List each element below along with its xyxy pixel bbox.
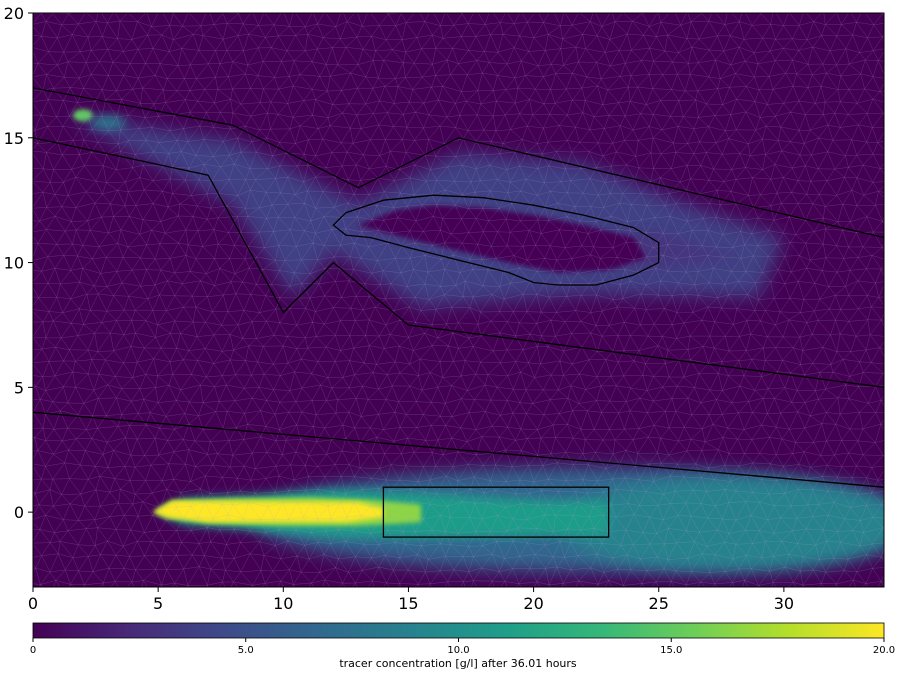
boundary-line-1 (33, 87, 884, 239)
colorbar-label: tracer concentration [g/l] after 36.01 h… (339, 657, 577, 670)
colorbar-ticks: 0 5.0 10.0 15.0 20.0 (30, 638, 895, 656)
boundary-line-2 (33, 137, 884, 388)
x-tick-label: 5 (153, 594, 163, 613)
y-tick-label: 10 (4, 254, 24, 273)
colorbar-tick-label: 0 (30, 645, 36, 656)
triangular-mesh (33, 13, 884, 587)
x-tick-label: 15 (398, 594, 418, 613)
x-tick-label: 10 (273, 594, 293, 613)
island-dry-area (358, 205, 647, 273)
colorbar-tick-label: 15.0 (660, 645, 682, 656)
colorbar-tick-label: 5.0 (238, 645, 254, 656)
x-tick-label: 25 (649, 594, 669, 613)
y-tick-label: 20 (4, 4, 24, 23)
upper-source-halo (90, 115, 127, 130)
x-tick-label: 0 (28, 594, 38, 613)
plot-area (33, 13, 884, 587)
x-tick-label: 30 (774, 594, 794, 613)
x-axis: 0 5 10 15 20 25 30 (28, 587, 794, 613)
y-axis: 0 5 10 15 20 (4, 4, 33, 522)
island-outline (332, 194, 660, 286)
boundary-line-3 (33, 411, 884, 488)
colorbar-gradient (32, 622, 885, 639)
plot-frame (32, 12, 885, 588)
colorbar: 0 5.0 10.0 15.0 20.0 tracer concentration [g… (30, 622, 895, 670)
y-tick-label: 0 (14, 503, 24, 522)
y-tick-label: 15 (4, 129, 24, 148)
colorbar-tick-label: 20.0 (873, 645, 895, 656)
observation-box (382, 486, 610, 538)
lower-plume-core (153, 500, 384, 523)
y-tick-label: 5 (14, 378, 24, 397)
colorbar-tick-label: 10.0 (447, 645, 469, 656)
mesh-edges (33, 13, 884, 587)
boundary-lines (33, 87, 884, 538)
upper-source-hotspot (73, 109, 94, 122)
lower-plume-tail (558, 477, 884, 573)
x-tick-label: 20 (523, 594, 543, 613)
